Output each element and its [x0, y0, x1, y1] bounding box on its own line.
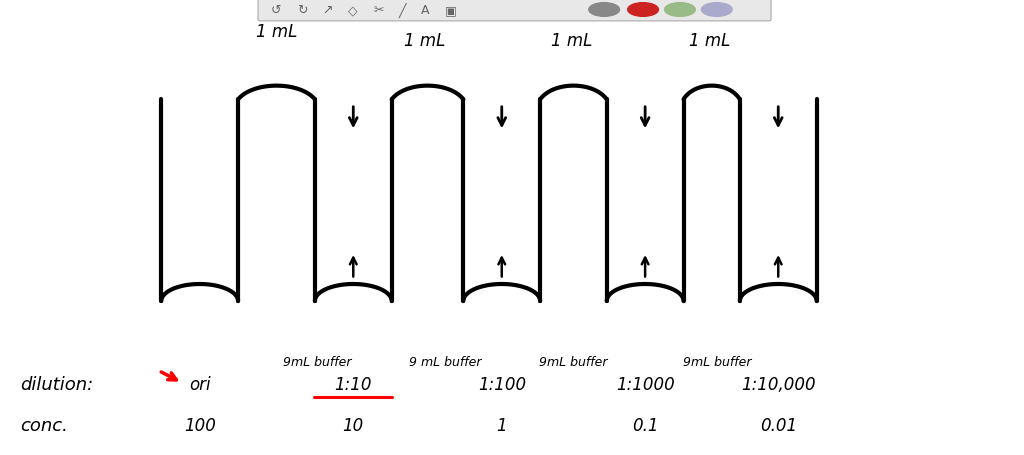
Text: 1: 1: [497, 416, 507, 435]
Text: 1:100: 1:100: [478, 375, 525, 394]
Text: ✂: ✂: [374, 4, 384, 17]
Text: 1 mL: 1 mL: [256, 23, 297, 41]
Circle shape: [665, 4, 695, 17]
Text: 9mL buffer: 9mL buffer: [540, 355, 607, 368]
Text: 1:1000: 1:1000: [615, 375, 675, 394]
Circle shape: [701, 4, 732, 17]
Circle shape: [628, 4, 658, 17]
Text: 9mL buffer: 9mL buffer: [284, 355, 351, 368]
Text: 1:10: 1:10: [335, 375, 372, 394]
Text: ↗: ↗: [323, 4, 333, 17]
Text: 10: 10: [343, 416, 364, 435]
Text: ↺: ↺: [271, 4, 282, 17]
Text: ▣: ▣: [444, 4, 457, 17]
Text: ╱: ╱: [398, 3, 407, 18]
FancyBboxPatch shape: [258, 0, 771, 22]
Text: 0.1: 0.1: [632, 416, 658, 435]
Text: ◇: ◇: [348, 4, 358, 17]
Circle shape: [589, 4, 620, 17]
Text: 1 mL: 1 mL: [551, 32, 592, 50]
Text: conc.: conc.: [20, 416, 69, 435]
Text: 100: 100: [183, 416, 216, 435]
Text: 1 mL: 1 mL: [404, 32, 445, 50]
Text: 0.01: 0.01: [760, 416, 797, 435]
Text: dilution:: dilution:: [20, 375, 94, 394]
Text: ori: ori: [188, 375, 211, 394]
Text: 1 mL: 1 mL: [689, 32, 730, 50]
Text: A: A: [421, 4, 429, 17]
Text: 9 mL buffer: 9 mL buffer: [410, 355, 481, 368]
Text: 1:10,000: 1:10,000: [741, 375, 815, 394]
Text: ↻: ↻: [297, 4, 307, 17]
Text: 9mL buffer: 9mL buffer: [683, 355, 751, 368]
